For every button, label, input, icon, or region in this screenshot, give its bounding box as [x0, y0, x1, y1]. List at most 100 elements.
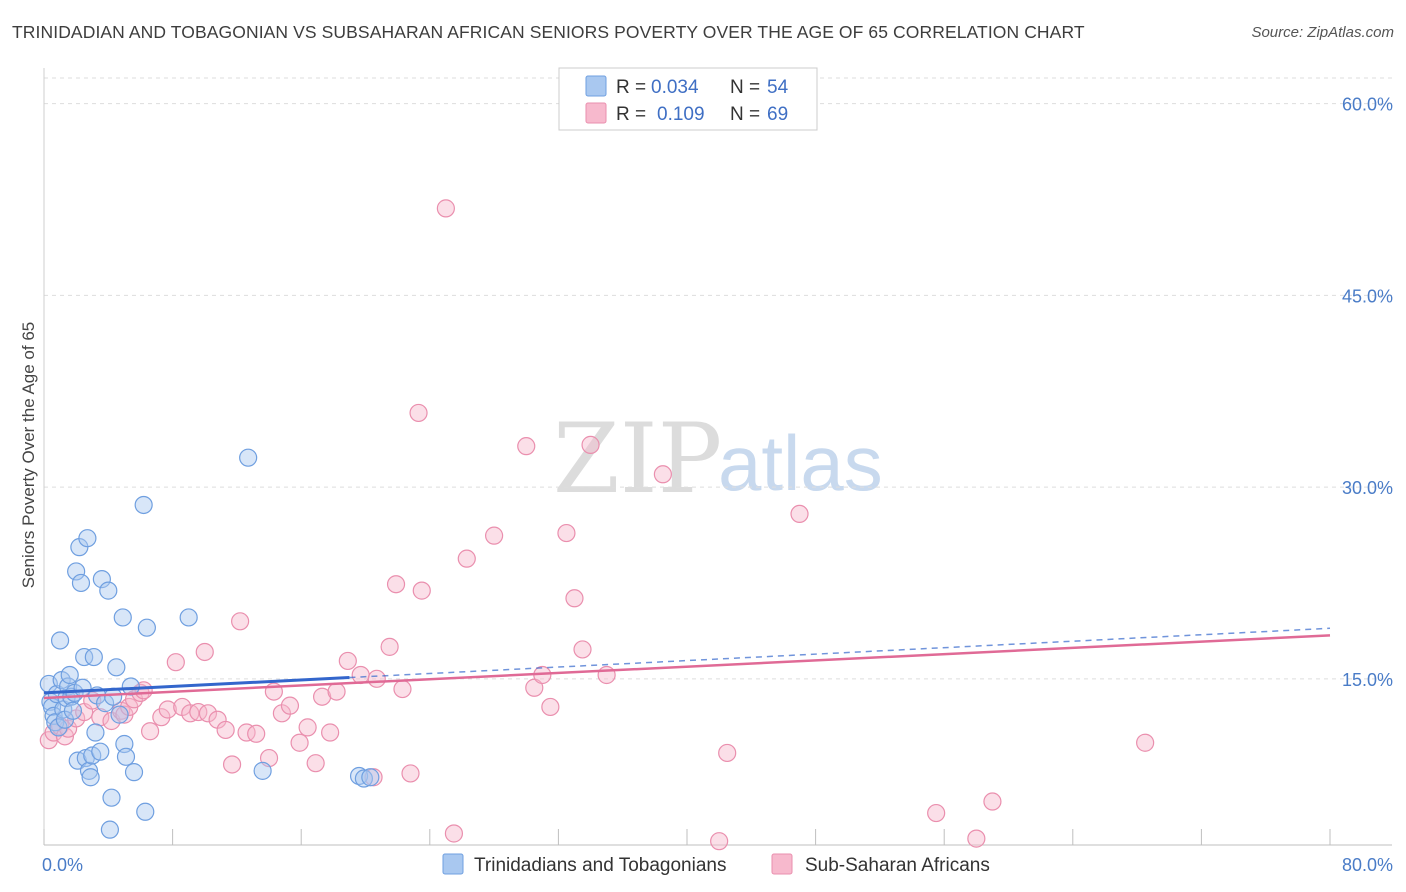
sub-saharan-point-16 [140, 722, 160, 741]
trinidadian-point-48 [179, 608, 198, 627]
x-tick-label-1: 80.0% [1342, 855, 1393, 875]
trinidadian-point-50 [253, 761, 272, 780]
legend-r-value-2: 0.109 [657, 104, 705, 125]
trinidadian-point-20 [71, 573, 91, 593]
y-tick-label-0: 15.0% [1342, 670, 1393, 690]
sub-saharan-point-61 [573, 640, 592, 659]
legend-r-value-1: 0.034 [651, 77, 699, 98]
y-tick-label-3: 60.0% [1342, 95, 1393, 115]
y-tick-labels: 15.0% 30.0% 45.0% 60.0% [1342, 95, 1393, 690]
trinidadian-point-42 [116, 747, 136, 766]
sub-saharan-point-62 [581, 435, 600, 454]
sub-saharan-point-52 [444, 824, 464, 843]
x-tick-labels: 0.0% 80.0% [42, 855, 1393, 875]
trinidadian-point-7 [50, 631, 70, 650]
trinidadian-point-28 [84, 647, 103, 667]
sub-saharan-point-68 [927, 803, 946, 823]
sub-saharan-point-36 [298, 718, 317, 737]
sub-saharan-point-49 [409, 403, 428, 423]
y-tick-label-2: 45.0% [1342, 286, 1393, 306]
series-trinidadian-points [39, 448, 380, 839]
sub-saharan-point-41 [338, 651, 357, 671]
trinidadian-point-26 [81, 768, 100, 787]
y-axis-label: Seniors Poverty Over the Age of 65 [19, 322, 38, 588]
trinidadian-point-46 [136, 802, 155, 821]
sub-saharan-point-60 [565, 589, 584, 608]
trinidadian-point-32 [92, 570, 111, 589]
sub-saharan-point-24 [198, 704, 218, 723]
sub-saharan-point-53 [457, 549, 476, 568]
sub-saharan-point-44 [367, 669, 386, 688]
sub-saharan-point-59 [557, 523, 576, 543]
sub-saharan-point-46 [386, 575, 406, 594]
trinidadian-point-34 [99, 581, 118, 600]
sub-saharan-point-23 [195, 642, 214, 662]
trend-line-trinidadian-extension [349, 627, 1331, 679]
bottom-legend-label-blue: Trinidadians and Tobagonians [474, 855, 726, 876]
watermark-atlas: atlas [718, 419, 883, 507]
legend-r-label-2: R = [616, 104, 646, 125]
legend-r-label-1: R = [616, 77, 646, 98]
sub-saharan-point-70 [983, 792, 1002, 811]
sub-saharan-point-66 [718, 743, 737, 763]
legend-n-value-1: 54 [767, 77, 789, 98]
legend-n-label-2: N = [730, 104, 760, 125]
trinidadian-point-49 [239, 448, 258, 467]
source-label: Source: ZipAtlas.com [1251, 24, 1394, 41]
trinidadian-point-52 [354, 769, 373, 788]
sub-saharan-point-26 [216, 720, 235, 740]
sub-saharan-point-65 [710, 832, 729, 851]
sub-saharan-point-28 [231, 612, 250, 631]
trinidadian-point-29 [86, 723, 105, 742]
trend-line-trinidadian [43, 676, 350, 695]
trinidadian-point-38 [107, 658, 126, 677]
sub-saharan-point-48 [401, 764, 420, 783]
sub-saharan-point-55 [517, 437, 536, 456]
trinidadian-point-47 [137, 618, 156, 637]
legend: R = 0.034 N = 54 R = 0.109 N = 69 [558, 67, 818, 131]
trinidadian-point-36 [102, 788, 121, 807]
sub-saharan-point-47 [393, 679, 412, 699]
sub-saharan-point-27 [222, 755, 242, 774]
sub-saharan-point-18 [158, 700, 177, 719]
gridlines [44, 77, 1392, 680]
sub-saharan-point-19 [166, 653, 185, 672]
sub-saharan-point-30 [247, 724, 266, 743]
bottom-legend-swatch-blue [442, 853, 464, 875]
sub-saharan-point-40 [327, 682, 346, 701]
trinidadian-point-53 [361, 768, 380, 787]
sub-saharan-point-69 [967, 829, 986, 848]
sub-saharan-point-64 [653, 465, 672, 484]
sub-saharan-point-39 [321, 723, 340, 742]
x-tick-label-0: 0.0% [42, 855, 83, 875]
sub-saharan-point-58 [541, 697, 560, 717]
sub-saharan-point-38 [312, 687, 332, 706]
sub-saharan-point-29 [237, 723, 256, 742]
sub-saharan-point-63 [597, 665, 616, 685]
trinidadian-point-31 [91, 742, 110, 761]
trinidadian-point-35 [100, 820, 120, 839]
sub-saharan-point-42 [351, 665, 370, 685]
trinidadian-point-40 [113, 608, 132, 627]
trinidadian-point-13 [60, 665, 79, 685]
series-sub-saharan-points [39, 199, 1155, 851]
legend-n-label-1: N = [730, 77, 760, 98]
trinidadian-point-24 [78, 529, 97, 548]
sub-saharan-point-67 [790, 504, 809, 524]
sub-saharan-point-35 [290, 733, 309, 752]
trinidadian-point-17 [67, 562, 86, 581]
chart-title: TRINIDADIAN AND TOBAGONIAN VS SUBSAHARAN… [12, 22, 1085, 42]
legend-n-value-2: 69 [767, 104, 788, 125]
axes [43, 68, 1392, 846]
sub-saharan-point-22 [189, 702, 208, 722]
sub-saharan-point-50 [412, 581, 431, 600]
bottom-legend-label-pink: Sub-Saharan Africans [805, 855, 990, 876]
sub-saharan-point-71 [1136, 733, 1155, 752]
legend-swatch-pink [585, 102, 607, 124]
trinidadian-point-22 [75, 647, 94, 667]
y-tick-label-1: 30.0% [1342, 478, 1393, 498]
watermark: ZIP atlas [553, 403, 883, 515]
sub-saharan-point-56 [525, 678, 544, 697]
bottom-legend-swatch-pink [771, 853, 793, 875]
sub-saharan-point-37 [306, 754, 325, 773]
